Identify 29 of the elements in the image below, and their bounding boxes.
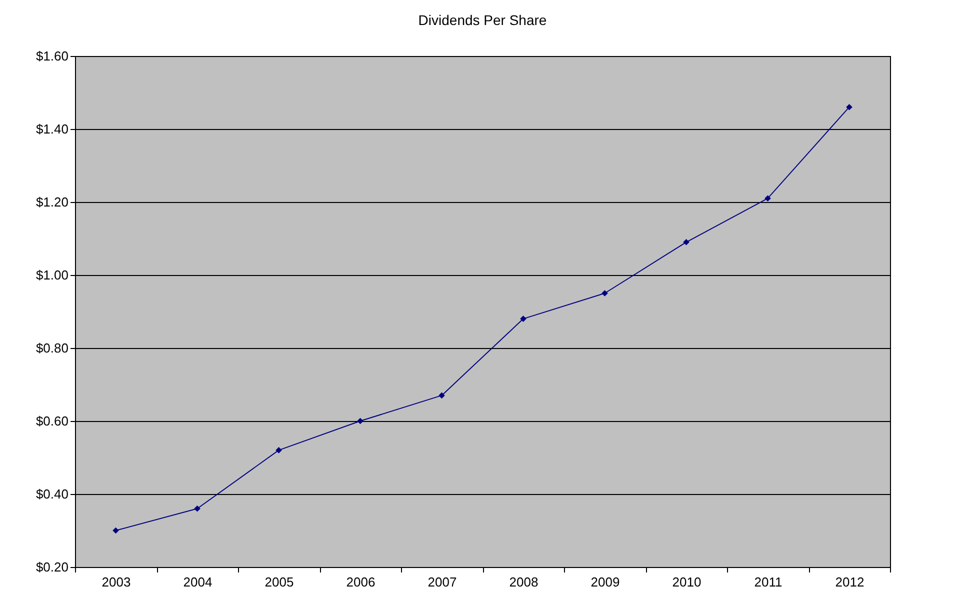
point — [764, 195, 771, 202]
point — [846, 104, 852, 110]
point — [520, 316, 526, 322]
x-tick-label: 2010 — [672, 574, 702, 590]
y-tick-label: $1.40 — [36, 122, 68, 136]
x-tick-label: 2004 — [183, 574, 212, 590]
x-tick-label: 2003 — [102, 574, 131, 590]
point — [276, 447, 282, 454]
y-tick-label: $0.20 — [36, 560, 68, 574]
point — [438, 392, 445, 399]
x-tick-label: 2012 — [835, 574, 864, 590]
x-tick-label: 2009 — [590, 574, 620, 590]
y-tick-label: $1.20 — [36, 194, 68, 210]
x-tick-label: 2008 — [509, 574, 538, 590]
y-tick-label: $0.60 — [36, 414, 68, 428]
y-tick-label: $0.80 — [36, 340, 68, 356]
point — [112, 527, 119, 534]
x-tick-label: 2007 — [428, 574, 457, 590]
y-tick-label: $1.00 — [36, 268, 68, 282]
x-tick-label: 2011 — [754, 574, 782, 590]
point — [602, 290, 608, 296]
x-tick-label: 2006 — [346, 574, 376, 590]
point — [357, 418, 364, 424]
chart-title: Dividends Per Share — [418, 12, 547, 28]
y-tick-label: $0.40 — [36, 486, 68, 502]
x-tick-label: 2005 — [264, 574, 294, 590]
y-tick-label: $1.60 — [36, 48, 68, 64]
point — [194, 505, 200, 512]
point — [683, 238, 690, 246]
